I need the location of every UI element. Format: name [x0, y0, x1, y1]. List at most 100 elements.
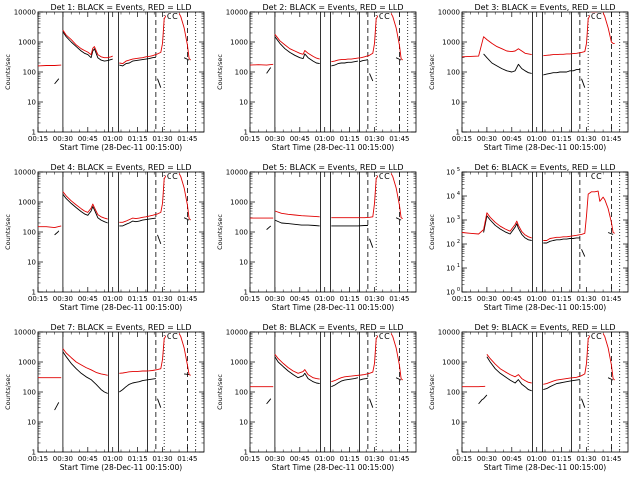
x-tick-label: 01:45: [177, 455, 197, 463]
marker-label: O: [379, 332, 385, 341]
detector-panel-1: Det 1: BLACK = Events, RED = LLD Counts/s…: [4, 3, 205, 152]
x-tick-label: 01:45: [601, 455, 621, 463]
x-tick-label: 01:15: [128, 455, 148, 463]
marker-label: C: [596, 332, 602, 341]
events-series-line: [62, 351, 108, 394]
marker-backdrop: [165, 172, 174, 180]
lld-series-line: [119, 332, 191, 376]
marker-label: O: [591, 12, 597, 21]
x-tick-label: 01:00: [103, 295, 123, 303]
x-tick-label: 00:30: [265, 135, 285, 143]
panel-title: Det 8: BLACK = Events, RED = LLD: [263, 323, 404, 332]
marker-label: C: [172, 12, 178, 21]
x-tick-label: 00:30: [265, 455, 285, 463]
x-tick-label: 01:30: [576, 295, 596, 303]
events-series-line: [395, 377, 402, 381]
marker-backdrop: [382, 172, 391, 180]
detector-panel-4: Det 4: BLACK = Events, RED = LLD Counts/s…: [4, 163, 205, 312]
events-series-line: [157, 234, 162, 245]
y-tick-label: 10: [451, 99, 460, 107]
y-axis-label: Counts/sec: [4, 214, 12, 250]
events-series-line: [157, 78, 162, 88]
y-tick-label: 1: [32, 289, 36, 297]
y-tick-label: 1000: [18, 199, 36, 207]
panel-title: Det 2: BLACK = Events, RED = LLD: [263, 3, 404, 12]
y-tick-label: 1000: [442, 39, 460, 47]
plot-frame: [461, 11, 629, 133]
y-tick-exponent: 3: [457, 215, 460, 221]
events-series-line: [483, 215, 532, 241]
marker-label: O: [167, 332, 173, 341]
lld-series-line: [461, 212, 532, 239]
events-series-line: [331, 60, 358, 67]
x-tick-label: 01:45: [601, 135, 621, 143]
x-tick-label: 01:45: [177, 295, 197, 303]
events-series-line: [369, 73, 374, 82]
marker-label: C: [596, 172, 602, 181]
x-axis-label: Start Time (28-Dec-11 00:15:00): [60, 463, 182, 472]
marker-backdrop: [589, 332, 598, 340]
y-tick-label: 100: [235, 389, 248, 397]
x-tick-label: 01:30: [152, 135, 172, 143]
x-tick-label: 01:30: [364, 295, 384, 303]
lld-series-line: [274, 210, 320, 218]
marker-label: C: [384, 332, 390, 341]
y-tick-label: 10000: [438, 9, 460, 17]
y-tick-label: 10: [239, 419, 248, 427]
detector-panel-3: Det 3: BLACK = Events, RED = LLD Counts/s…: [428, 3, 629, 152]
y-tick-label: 1000: [230, 199, 248, 207]
x-tick-label: 00:15: [28, 455, 48, 463]
detector-panel-8: Det 8: BLACK = Events, RED = LLD Counts/s…: [216, 323, 417, 472]
y-tick-exponent: 4: [457, 191, 460, 197]
y-tick-label: 1000: [18, 359, 36, 367]
y-tick-label: 1: [32, 449, 36, 457]
y-tick-label: 1: [32, 129, 36, 137]
marker-backdrop: [165, 332, 174, 340]
panel-title: Det 5: BLACK = Events, RED = LLD: [263, 163, 404, 172]
y-tick-label: 100: [23, 229, 36, 237]
y-axis-label: Counts/sec: [216, 214, 224, 250]
x-axis-label: Start Time (28-Dec-11 00:15:00): [60, 303, 182, 312]
events-series-line: [395, 57, 402, 61]
y-tick-label: 10000: [14, 329, 36, 337]
y-tick-label: 1000: [230, 39, 248, 47]
y-tick-exponent: 5: [457, 167, 460, 173]
lld-series-line: [119, 172, 192, 223]
detector-panel-2: Det 2: BLACK = Events, RED = LLD Counts/s…: [216, 3, 417, 152]
x-tick-label: 00:30: [265, 295, 285, 303]
events-series-line: [54, 402, 60, 411]
x-tick-label: 00:45: [502, 295, 522, 303]
marker-backdrop: [377, 332, 386, 340]
y-tick-label: 10: [446, 217, 455, 225]
x-tick-label: 01:00: [315, 135, 335, 143]
detector-panel-9: Det 9: BLACK = Events, RED = LLD Counts/s…: [428, 323, 629, 472]
events-series-line: [266, 225, 272, 230]
events-series-line: [543, 69, 580, 76]
y-tick-label: 1: [244, 129, 248, 137]
marker-label: C: [172, 332, 178, 341]
lld-series-line: [249, 63, 274, 66]
y-tick-label: 100: [447, 389, 460, 397]
events-series-line: [266, 398, 272, 405]
x-tick-label: 01:30: [152, 295, 172, 303]
events-series-line: [274, 36, 320, 65]
marker-backdrop: [589, 12, 598, 20]
marker-label: O: [591, 172, 597, 181]
x-tick-label: 01:15: [340, 135, 360, 143]
lld-series-line: [331, 332, 404, 383]
y-tick-label: 10: [27, 99, 36, 107]
x-tick-label: 01:00: [527, 135, 547, 143]
y-axis-label: Counts/sec: [428, 54, 436, 90]
events-series-line: [274, 219, 320, 227]
y-tick-label: 10000: [226, 169, 248, 177]
y-tick-label: 10000: [14, 9, 36, 17]
marker-backdrop: [589, 172, 598, 180]
plot-frame: [461, 171, 629, 293]
x-tick-label: 00:45: [290, 135, 310, 143]
panel-title: Det 7: BLACK = Events, RED = LLD: [51, 323, 192, 332]
panel-title: Det 9: BLACK = Events, RED = LLD: [475, 323, 616, 332]
x-tick-label: 00:30: [477, 455, 497, 463]
events-series-line: [607, 377, 614, 381]
x-tick-label: 01:00: [315, 455, 335, 463]
y-tick-label: 1: [456, 449, 460, 457]
